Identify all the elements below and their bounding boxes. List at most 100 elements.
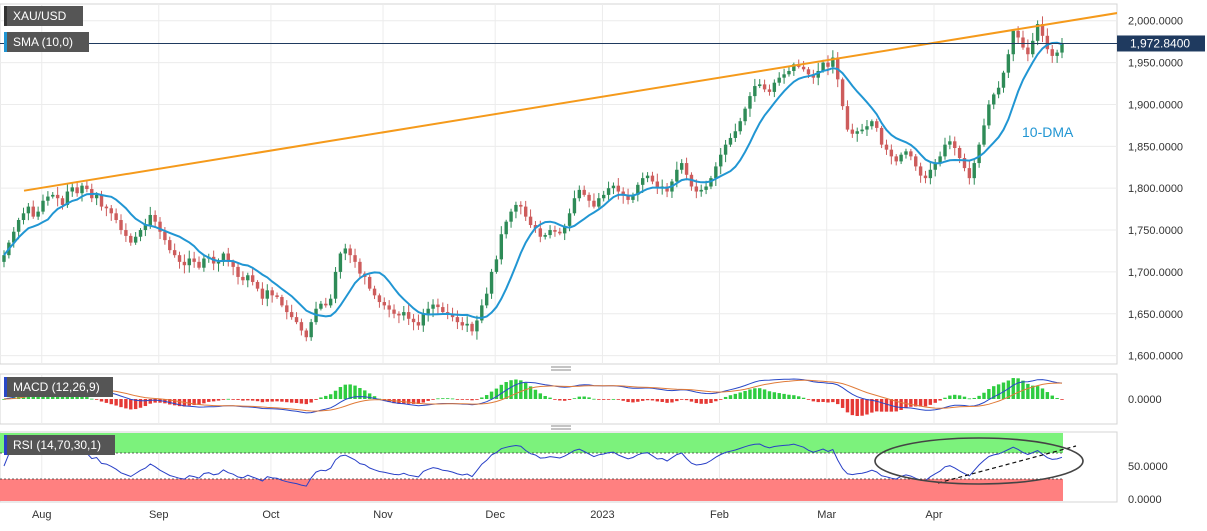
macd-histogram-bar [621,399,625,401]
macd-histogram-bar [255,399,260,402]
macd-histogram-bar [1050,395,1054,399]
macd-histogram-bar [543,396,547,399]
macd-histogram-bar [801,397,806,399]
candle-body [319,303,323,309]
macd-line [3,378,1063,414]
candle-body [699,189,703,192]
macd-histogram-bar [499,384,504,399]
candle-body [377,295,382,303]
candle-body [397,313,401,316]
macd-histogram-bar [855,399,859,417]
candle-body [358,261,362,274]
macd-histogram-bar [124,399,128,409]
rsi-label-box[interactable]: RSI (14,70,30,1) [4,435,115,455]
candle-body [421,313,426,326]
macd-histogram-bar [294,399,299,403]
macd-histogram-bar [197,399,201,405]
candle-body [523,206,528,217]
macd-histogram-bar [246,399,250,401]
macd-histogram-bar [943,397,947,399]
candle-body [1026,47,1030,55]
candle-body [777,77,781,83]
candle-body [631,194,635,200]
macd-histogram-bar [558,399,562,401]
macd-histogram-bar [207,399,211,402]
candle-body [953,141,957,148]
macd-histogram-bar [426,399,430,401]
symbol-label-box[interactable]: XAU/USD [4,6,83,26]
time-tick-label: Mar [817,509,836,521]
candle-body [743,108,747,122]
macd-histogram-bar [221,399,226,400]
candle-body [582,189,586,195]
panel-resize-handle-rsi[interactable] [551,425,571,430]
candle-body [192,258,196,262]
candle-body [153,214,157,222]
macd-histogram-bar [865,399,869,415]
macd-histogram-bar [1035,386,1040,399]
macd-histogram-bar [631,399,635,403]
macd-histogram-bar [85,397,89,399]
time-axis: Aug Sep Oct Nov Dec 2023 Feb Mar Apr [32,509,943,521]
candle-body [416,322,421,326]
dma-annotation: 10-DMA [1022,124,1074,140]
macd-histogram-bar [1040,388,1045,399]
macd-histogram-bar [918,399,923,407]
candle-body [55,194,60,199]
candle-body [972,163,976,179]
candle-body [860,129,864,132]
candle-body [138,230,143,237]
candle-body [767,89,772,92]
macd-histogram-bar [1055,397,1059,399]
candle-body [16,220,21,232]
macd-histogram-bar [592,398,596,400]
macd-histogram-bar [338,387,343,399]
rsi-highlight-ellipse [874,437,1084,485]
candle-body [640,178,645,185]
macd-histogram-bar [168,399,172,405]
candle-body [821,62,825,71]
macd-histogram-bar [309,399,313,403]
candle-body [606,188,611,195]
candle-body [60,198,65,205]
candle-body [26,206,31,214]
macd-histogram-bar [704,399,708,404]
macd-histogram-bar [777,393,781,399]
candle-body [324,303,328,306]
sma-label-box[interactable]: SMA (10,0) [4,32,89,52]
candle-body [914,156,918,167]
candle-body [679,163,684,170]
current-price-tag: 1,972.8400 [1117,35,1205,52]
macd-histogram-bar [665,399,669,403]
candle-body [70,187,74,192]
macd-histogram-bar [806,399,811,400]
candle-body [158,221,162,232]
time-tick-label: Oct [262,509,279,521]
panel-resize-handle-macd[interactable] [551,366,571,371]
candle-body [704,186,708,190]
candle-body [236,266,240,277]
macd-histogram-bar [94,399,99,400]
macd-histogram-bar [816,399,820,403]
candle-body [1060,43,1064,53]
candle-body [567,213,572,226]
macd-histogram-bar [723,396,728,399]
candle-body [255,281,260,289]
candle-body [762,84,767,90]
macd-histogram-bar [875,399,879,412]
macd-label-box[interactable]: MACD (12,26,9) [4,377,113,397]
macd-histogram-bar [104,399,109,403]
macd-histogram-bar [792,395,796,399]
price-tick-label: 1,750.0000 [1128,225,1183,237]
rsi-oversold-zone [0,479,1063,501]
candle-body [548,230,552,236]
macd-histogram-bar [811,399,816,402]
candle-body [460,322,465,326]
macd-histogram-bar [640,399,645,401]
macd-histogram-bar [743,390,747,399]
candle-body [133,236,138,243]
candle-body [309,322,313,338]
macd-histogram-bar [977,395,981,399]
